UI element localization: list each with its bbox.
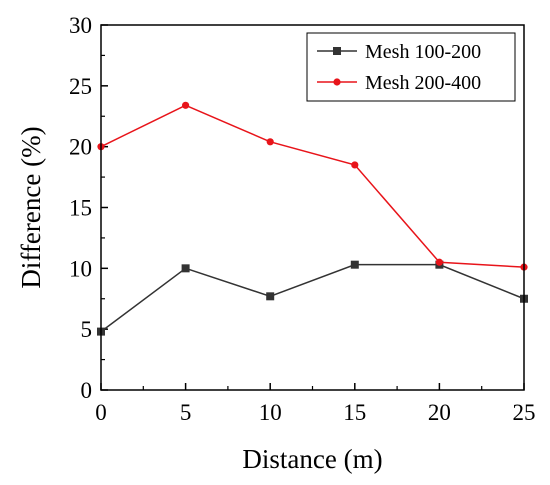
series-2 [97, 101, 528, 271]
x-axis-ticks: 0 5 10 15 20 25 [95, 383, 536, 425]
x-axis-label: Distance (m) [242, 444, 382, 474]
data-point [266, 138, 274, 146]
data-point [266, 292, 275, 301]
series-1 [97, 260, 528, 336]
legend: Mesh 100-200 Mesh 200-400 [306, 32, 516, 102]
data-point [351, 161, 359, 169]
y-tick-label: 25 [69, 74, 92, 99]
y-tick-label: 5 [81, 317, 93, 342]
data-point [435, 258, 443, 266]
plot-frame [100, 24, 525, 391]
y-tick-label: 10 [69, 256, 92, 281]
legend-item: Mesh 200-400 [317, 72, 481, 94]
y-tick-label: 30 [69, 13, 92, 38]
series-line [100, 263, 525, 333]
x-tick-label: 5 [180, 400, 192, 425]
y-tick-label: 15 [69, 196, 92, 221]
x-tick-label: 15 [343, 400, 366, 425]
data-point [181, 264, 190, 273]
x-tick-label: 25 [513, 400, 536, 425]
x-tick-label: 20 [428, 400, 451, 425]
legend-marker [333, 47, 341, 55]
legend-item: Mesh 100-200 [317, 41, 481, 63]
legend-box [306, 32, 516, 102]
x-tick-label: 10 [259, 400, 282, 425]
data-point [182, 101, 190, 109]
legend-label: Mesh 100-200 [365, 41, 481, 63]
data-point [350, 260, 359, 269]
x-tick-label: 0 [95, 400, 107, 425]
y-axis-ticks: 0 5 10 15 20 25 30 [69, 13, 108, 403]
legend-label: Mesh 200-400 [365, 72, 481, 94]
y-tick-label: 20 [69, 135, 92, 160]
series-layer [97, 101, 528, 336]
legend-marker [333, 78, 341, 86]
y-axis-label: Difference (%) [16, 126, 46, 288]
y-tick-label: 0 [81, 378, 93, 403]
series-line [100, 104, 525, 268]
